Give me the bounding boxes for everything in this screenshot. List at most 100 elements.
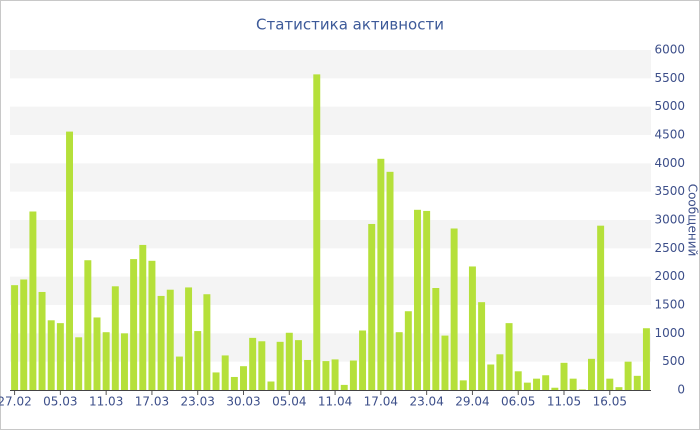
bar: [221, 355, 229, 390]
bar: [166, 289, 174, 390]
bar: [203, 294, 211, 390]
bar: [459, 380, 467, 390]
bar: [505, 323, 513, 390]
bar: [340, 384, 348, 390]
x-tick-label: 30.03: [226, 395, 260, 409]
grid-band: [10, 163, 651, 192]
y-axis-label: Сообщений: [686, 184, 700, 257]
bar: [423, 210, 431, 390]
bar: [304, 359, 312, 390]
bar: [414, 209, 421, 390]
bar: [441, 335, 449, 390]
bar: [285, 332, 293, 390]
bar: [578, 389, 586, 390]
bar: [450, 228, 458, 390]
bar: [240, 366, 247, 390]
bar: [212, 372, 220, 390]
bar: [130, 259, 138, 390]
y-tick-label: 2000: [654, 269, 685, 283]
bar: [404, 311, 412, 390]
y-tick-label: 4500: [654, 128, 685, 142]
bar: [597, 225, 605, 390]
bar: [157, 295, 165, 390]
bar: [84, 260, 92, 390]
bar: [47, 320, 55, 390]
bar: [185, 287, 193, 390]
bar: [386, 171, 394, 390]
grid-band: [10, 106, 651, 135]
x-tick-label: 05.04: [272, 395, 306, 409]
bar: [111, 286, 119, 390]
bar: [20, 279, 28, 390]
bar: [93, 317, 101, 390]
bar: [230, 376, 238, 390]
y-tick-label: 0: [677, 383, 685, 397]
bar: [368, 223, 376, 390]
bar: [432, 288, 440, 390]
grid-band: [10, 50, 651, 79]
y-tick-label: 1000: [654, 326, 685, 340]
bar: [249, 337, 257, 390]
bar: [11, 285, 19, 390]
bar: [551, 387, 559, 390]
bar: [514, 371, 522, 390]
bar: [331, 359, 339, 390]
bar: [468, 266, 476, 390]
bar: [294, 340, 302, 390]
x-tick-label: 11.04: [318, 395, 352, 409]
x-tick-label: 16.05: [593, 395, 627, 409]
bar: [102, 332, 110, 390]
y-tick-label: 1500: [654, 298, 685, 312]
x-tick-label: 27.02: [0, 395, 32, 409]
bar: [377, 158, 385, 390]
bar: [175, 356, 183, 390]
y-tick-label: 6000: [654, 43, 685, 57]
bar: [395, 332, 403, 390]
bar: [560, 362, 568, 390]
y-tick-label: 4000: [654, 156, 685, 170]
x-tick-label: 23.03: [181, 395, 215, 409]
y-tick-label: 5000: [654, 99, 685, 113]
bar: [359, 330, 367, 390]
bar: [624, 361, 632, 390]
y-tick-label: 5500: [654, 71, 685, 85]
bar: [487, 364, 495, 390]
bar: [29, 211, 37, 390]
x-tick-label: 05.03: [43, 395, 77, 409]
y-tick-label: 3500: [654, 184, 685, 198]
bar: [349, 360, 357, 390]
bar: [148, 260, 156, 390]
chart-title: Статистика активности: [256, 16, 444, 34]
bar: [587, 358, 595, 390]
y-tick-label: 2500: [654, 241, 685, 255]
x-tick-label: 11.03: [89, 395, 123, 409]
bar: [66, 131, 74, 390]
x-tick-label: 29.04: [455, 395, 489, 409]
bar: [139, 244, 147, 390]
bar: [542, 375, 550, 390]
y-tick-label: 3000: [654, 213, 685, 227]
bar: [523, 382, 531, 390]
bar: [496, 354, 504, 390]
x-tick-label: 23.04: [409, 395, 443, 409]
bar: [569, 378, 577, 390]
x-tick-label: 17.03: [135, 395, 169, 409]
bar: [75, 337, 83, 390]
bar: [194, 331, 202, 390]
bar: [606, 378, 614, 390]
bar: [322, 361, 330, 390]
bar: [276, 341, 284, 390]
bar: [642, 328, 650, 390]
bar: [313, 74, 321, 390]
bar: [533, 378, 541, 390]
bar: [267, 381, 275, 390]
bar: [258, 341, 266, 390]
x-tick-label: 11.05: [547, 395, 581, 409]
x-tick-label: 17.04: [364, 395, 398, 409]
grid-band: [10, 276, 651, 305]
x-tick-label: 06.05: [501, 395, 535, 409]
bar: [120, 333, 128, 390]
bar: [38, 291, 46, 390]
y-tick-label: 500: [662, 354, 685, 368]
